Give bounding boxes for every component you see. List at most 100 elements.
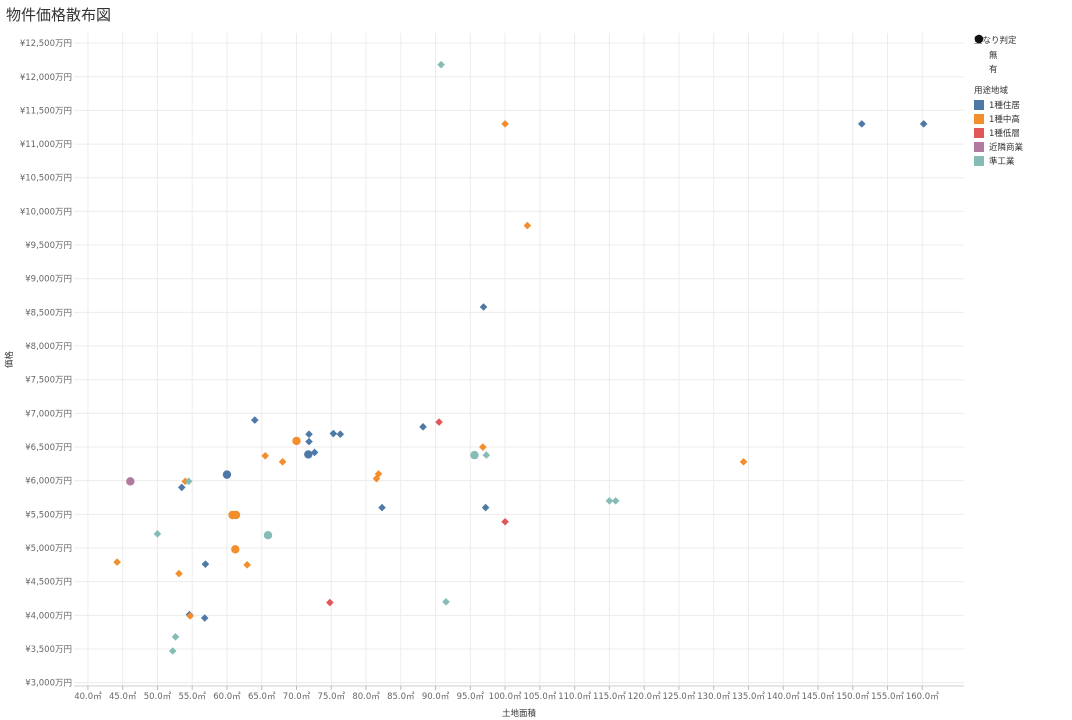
data-point-diamond[interactable] [857, 120, 866, 128]
x-tick-label: 45.0㎡ [109, 692, 137, 702]
legend: 重なり判定 無 有 用途地域 1種住居 1種中高 1種低層 近隣商業 準工業 [974, 34, 1023, 168]
x-tick-label: 115.0㎡ [593, 692, 626, 702]
color-legend-label: 1種中高 [989, 115, 1020, 125]
x-tick-label: 60.0㎡ [213, 692, 241, 702]
chart-title: 物件価格散布図 [6, 6, 112, 24]
data-point-diamond[interactable] [437, 60, 445, 69]
data-point-circle[interactable] [126, 477, 135, 486]
color-legend-item-kinrin-shogyo[interactable]: 近隣商業 [974, 140, 1023, 154]
data-point-diamond[interactable] [479, 303, 488, 311]
data-point-circle[interactable] [470, 450, 479, 460]
data-point-diamond[interactable] [177, 483, 186, 492]
y-tick-label: ¥12,000万円 [20, 73, 72, 83]
shape-legend-item-diamond[interactable]: 無 [974, 34, 1023, 62]
data-point-circle[interactable] [263, 531, 273, 540]
data-point-diamond[interactable] [501, 120, 509, 128]
data-point-diamond[interactable] [175, 569, 183, 578]
y-tick-label: ¥6,000万円 [25, 477, 72, 487]
x-tick-label: 55.0㎡ [178, 692, 206, 702]
data-point-diamond[interactable] [378, 503, 386, 512]
color-legend-item-1shu-jukyo[interactable]: 1種住居 [974, 98, 1023, 112]
x-tick-label: 85.0㎡ [387, 692, 415, 702]
data-point-diamond[interactable] [739, 458, 748, 466]
x-tick-label: 50.0㎡ [144, 692, 172, 702]
color-swatch [974, 142, 984, 152]
data-point-diamond[interactable] [201, 560, 210, 568]
data-point-diamond[interactable] [326, 598, 334, 607]
y-tick-label: ¥10,000万円 [20, 207, 72, 217]
x-tick-label: 140.0㎡ [767, 692, 800, 702]
data-point-diamond[interactable] [113, 558, 121, 566]
data-point-diamond[interactable] [435, 418, 443, 426]
data-point-diamond[interactable] [278, 458, 287, 466]
x-tick-label: 95.0㎡ [457, 692, 485, 702]
y-tick-label: ¥11,500万円 [20, 106, 72, 116]
data-point-diamond[interactable] [305, 430, 313, 439]
color-legend-item-jun-kogyo[interactable]: 準工業 [974, 154, 1023, 168]
data-point-circle[interactable] [231, 545, 240, 554]
color-legend-title: 用途地域 [974, 86, 1009, 96]
data-point-diamond[interactable] [479, 443, 487, 451]
x-tick-label: 160.0㎡ [906, 692, 939, 702]
data-point-diamond[interactable] [200, 614, 209, 622]
x-tick-label: 65.0㎡ [248, 692, 276, 702]
data-point-circle[interactable] [292, 436, 301, 446]
data-point-diamond[interactable] [250, 416, 259, 424]
data-point-diamond[interactable] [171, 633, 180, 641]
y-tick-label: ¥10,500万円 [20, 174, 72, 184]
data-point-diamond[interactable] [442, 598, 450, 606]
data-point-circle[interactable] [304, 450, 313, 459]
data-point-diamond[interactable] [184, 477, 193, 486]
x-tick-label: 105.0㎡ [523, 692, 556, 702]
y-tick-label: ¥8,000万円 [25, 342, 72, 352]
y-tick-label: ¥8,500万円 [25, 308, 72, 318]
y-axis-ticks: ¥3,000万円 ¥3,500万円 ¥4,000万円 ¥4,500万円 ¥5,000万円… [20, 39, 72, 689]
data-point-diamond[interactable] [481, 503, 490, 512]
data-points [113, 60, 928, 655]
data-point-diamond[interactable] [605, 497, 614, 505]
color-legend-label: 準工業 [989, 157, 1015, 167]
shape-legend-title: 重なり判定 [974, 36, 1017, 46]
data-point-diamond[interactable] [329, 429, 338, 438]
data-point-diamond[interactable] [153, 530, 162, 538]
data-point-diamond[interactable] [336, 430, 345, 439]
data-point-circle[interactable] [231, 510, 241, 520]
color-swatch [974, 156, 984, 166]
data-point-diamond[interactable] [310, 448, 319, 457]
x-tick-label: 90.0㎡ [422, 692, 450, 702]
y-tick-label: ¥5,500万円 [25, 510, 72, 520]
color-swatch [974, 114, 984, 124]
x-tick-label: 130.0㎡ [697, 692, 730, 702]
data-point-diamond[interactable] [305, 437, 313, 446]
x-tick-label: 80.0㎡ [352, 692, 380, 702]
data-point-diamond[interactable] [168, 647, 177, 655]
data-point-diamond[interactable] [243, 561, 251, 569]
color-legend-item-1shu-chuko[interactable]: 1種中高 [974, 112, 1023, 126]
data-point-diamond[interactable] [261, 451, 270, 460]
y-tick-label: ¥5,000万円 [25, 544, 72, 554]
data-point-diamond[interactable] [482, 451, 491, 459]
data-point-circle[interactable] [222, 470, 232, 479]
data-point-diamond[interactable] [501, 517, 509, 526]
data-point-diamond[interactable] [523, 221, 532, 230]
data-point-diamond[interactable] [419, 423, 427, 431]
color-legend-label: 近隣商業 [989, 143, 1024, 153]
x-axis-ticks: 40.0㎡ 45.0㎡ 50.0㎡ 55.0㎡ 60.0㎡ 65.0㎡ 70.0㎡ 75.0㎡… [74, 686, 939, 702]
x-tick-label: 135.0㎡ [732, 692, 765, 702]
x-axis-label: 土地面積 [502, 708, 537, 719]
y-tick-label: ¥6,500万円 [25, 443, 72, 453]
x-tick-label: 145.0㎡ [802, 692, 835, 702]
y-tick-label: ¥3,000万円 [25, 679, 72, 689]
color-legend-item-1shu-teiso[interactable]: 1種低層 [974, 126, 1023, 140]
x-tick-label: 110.0㎡ [558, 692, 591, 702]
y-tick-label: ¥4,000万円 [25, 611, 72, 621]
x-tick-label: 150.0㎡ [836, 692, 869, 702]
data-point-diamond[interactable] [919, 120, 928, 128]
x-tick-label: 125.0㎡ [663, 692, 696, 702]
shape-legend-item-circle[interactable]: 有 [974, 34, 1023, 76]
data-point-diamond[interactable] [186, 612, 194, 620]
y-tick-label: ¥12,500万円 [20, 39, 72, 49]
data-point-diamond[interactable] [611, 497, 620, 505]
data-point-diamond[interactable] [372, 474, 381, 483]
